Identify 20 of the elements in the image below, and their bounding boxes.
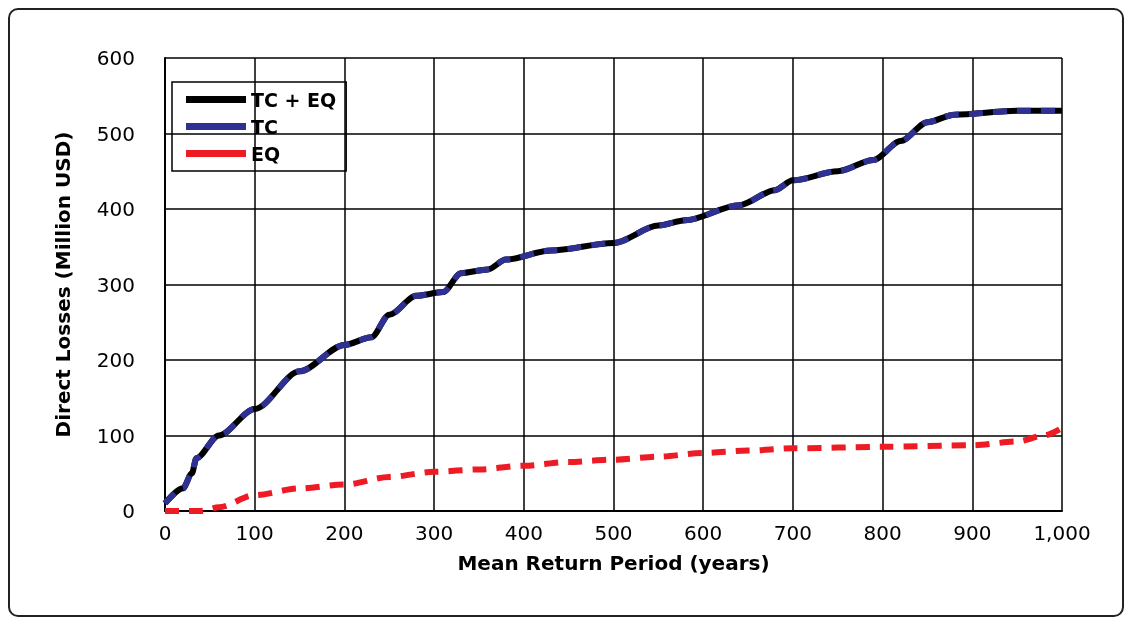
x-axis-title: Mean Return Period (years) [457,551,770,575]
y-axis-title: Direct Losses (Million USD) [51,131,75,438]
x-tick-label: 800 [863,521,902,545]
y-tick-label: 600 [96,46,135,70]
y-tick-label: 500 [96,121,135,146]
x-tick-label: 400 [504,521,543,545]
x-tick-label: 200 [325,521,364,545]
x-tick-label: 900 [953,521,992,545]
y-tick-label: 100 [96,423,135,448]
y-tick-label: 200 [96,348,135,372]
x-tick-label: 500 [594,521,633,545]
y-tick-label: 0 [122,499,135,523]
y-tick-label: 400 [96,197,135,221]
x-tick-label: 0 [158,521,172,545]
x-tick-label: 700 [773,521,812,545]
x-tick-label: 600 [684,521,723,545]
x-tick-label: 300 [415,521,454,545]
y-tick-label: 300 [96,272,135,297]
x-tick-label: 1,000 [1033,521,1091,545]
x-tick-label: 100 [235,521,274,545]
